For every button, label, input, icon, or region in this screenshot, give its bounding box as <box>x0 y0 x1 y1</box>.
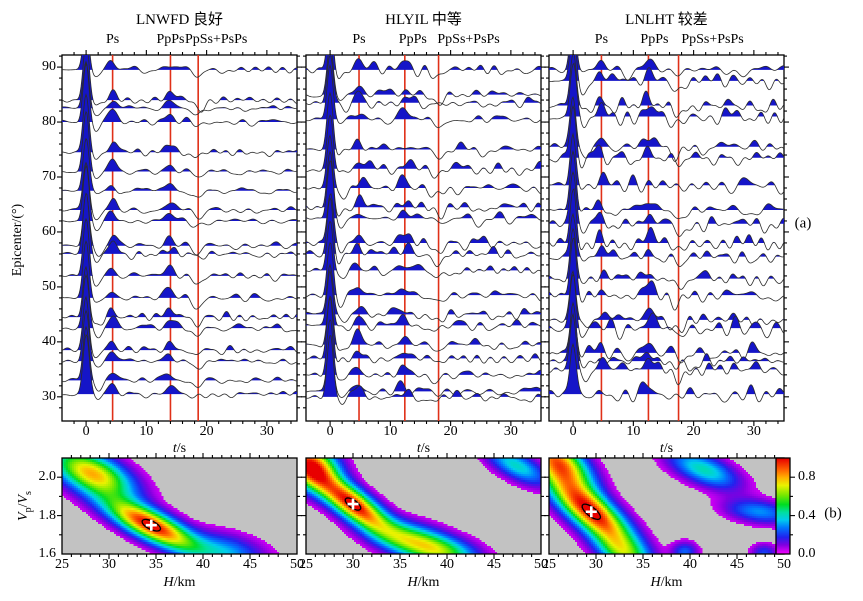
h-tick-label: 45 <box>243 557 257 572</box>
time-axis-label: t/s <box>659 441 674 456</box>
h-tick-label: 50 <box>777 557 791 572</box>
panel-title-lnlht: LNLHT 较差 <box>625 12 708 28</box>
phase-label-ps: Ps <box>105 32 120 47</box>
phase-label-ppss+psps: PpSs+PsPs <box>184 32 248 47</box>
panel-title-hlyil: HLYIL 中等 <box>385 12 462 28</box>
x-tick-label: 0 <box>326 424 334 439</box>
x-tick-label: 0 <box>82 424 90 439</box>
phase-label-ps: Ps <box>594 32 609 47</box>
epicenter-axis-label: Epicenter/(°) <box>10 203 25 277</box>
x-tick-label: 20 <box>443 424 458 439</box>
depth-axis-label: H/km <box>407 575 440 590</box>
phase-label-ppss+psps: PpSs+PsPs <box>681 32 744 47</box>
h-tick-label: 30 <box>589 557 603 572</box>
h-tick-label: 40 <box>683 557 697 572</box>
time-axis-label: t/s <box>172 441 187 456</box>
h-tick-label: 35 <box>149 557 163 572</box>
phase-label-ps: Ps <box>352 32 366 47</box>
h-tick-label: 40 <box>196 557 210 572</box>
colorbar-tick-label: 0.0 <box>798 546 816 561</box>
h-tick-label: 45 <box>487 557 501 572</box>
phase-label-ppps: PpPs <box>398 32 427 47</box>
h-tick-label: 35 <box>636 557 650 572</box>
x-tick-label: 20 <box>686 424 701 439</box>
colorbar-canvas <box>768 450 798 562</box>
x-tick-label: 30 <box>259 424 274 439</box>
epicenter-tick-label: 80 <box>42 114 56 130</box>
h-tick-label: 45 <box>730 557 744 572</box>
phase-label-ppss+psps: PpSs+PsPs <box>437 32 500 47</box>
x-tick-label: 0 <box>569 424 577 439</box>
colorbar-tick-label: 0.4 <box>798 507 816 523</box>
subfigure-label-b: (b) <box>824 505 842 522</box>
time-axis-label: t/s <box>416 441 431 456</box>
x-tick-label: 10 <box>139 424 154 439</box>
x-tick-label: 30 <box>503 424 518 439</box>
subfigure-label-a: (a) <box>794 215 812 232</box>
h-tick-label: 50 <box>534 557 548 572</box>
h-tick-label: 25 <box>299 557 313 572</box>
vpvs-axis-label: Vp/Vs <box>16 491 34 521</box>
colorbar-tick-label: 0.8 <box>798 469 816 485</box>
epicenter-tick-label: 90 <box>42 59 56 75</box>
epicenter-tick-label: 40 <box>42 333 56 349</box>
waveform-canvas-lnwfd <box>54 47 305 429</box>
vpvs-tick-label: 2.0 <box>38 469 57 485</box>
h-tick-label: 25 <box>55 557 69 572</box>
h-tick-label: 50 <box>290 557 304 572</box>
panel-title-lnwfd: LNWFD 良好 <box>135 12 224 28</box>
h-tick-label: 40 <box>440 557 454 572</box>
epicenter-tick-label: 60 <box>42 223 56 239</box>
h-tick-label: 30 <box>346 557 360 572</box>
phase-label-ppps: PpPs <box>156 32 185 47</box>
x-tick-label: 20 <box>199 424 214 439</box>
x-tick-label: 10 <box>383 424 398 439</box>
x-tick-label: 10 <box>626 424 641 439</box>
vpvs-tick-label: 1.8 <box>38 507 57 523</box>
epicenter-tick-label: 50 <box>42 278 56 294</box>
h-tick-label: 30 <box>102 557 116 572</box>
h-tick-label: 35 <box>393 557 407 572</box>
h-tick-label: 25 <box>542 557 556 572</box>
hk-heatmap-canvas-lnwfd <box>54 450 305 562</box>
depth-axis-label: H/km <box>650 575 683 590</box>
x-tick-label: 30 <box>746 424 761 439</box>
waveform-canvas-hlyil <box>298 47 549 429</box>
epicenter-tick-label: 70 <box>42 169 56 184</box>
vpvs-tick-label: 1.6 <box>38 546 57 561</box>
phase-label-ppps: PpPs <box>640 32 669 47</box>
waveform-canvas-lnlht <box>541 47 792 429</box>
hk-heatmap-canvas-lnlht <box>541 450 792 562</box>
epicenter-tick-label: 30 <box>42 388 56 404</box>
hk-heatmap-canvas-hlyil <box>298 450 549 562</box>
depth-axis-label: H/km <box>163 575 196 590</box>
